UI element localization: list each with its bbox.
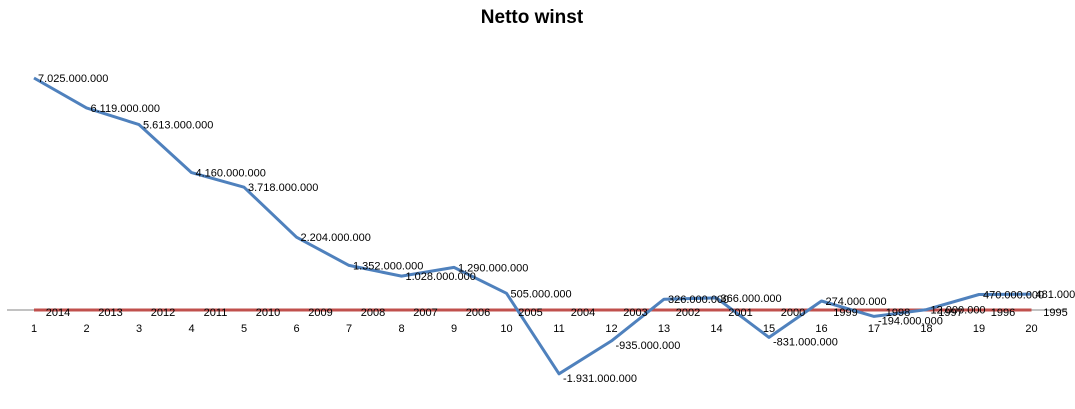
data-label-value: 481.000.000 (1036, 289, 1075, 301)
data-label-value: 7.025.000.000 (38, 73, 108, 85)
x-tick-label: 16 (815, 323, 827, 335)
x-tick-label: 5 (241, 323, 247, 335)
data-label-value: 366.000.000 (721, 293, 782, 305)
data-label-value: 5.613.000.000 (143, 120, 213, 132)
data-label-year: 1998 (886, 307, 910, 319)
data-label-value: 1.290.000.000 (458, 262, 528, 274)
x-tick-label: 20 (1025, 323, 1037, 335)
data-label-year: 2009 (308, 307, 332, 319)
x-tick-label: 12 (605, 323, 617, 335)
data-label-year: 2001 (728, 307, 752, 319)
x-tick-label: 15 (763, 323, 775, 335)
data-label-value: 1.352.000.000 (353, 260, 423, 272)
data-label-value: -831.000.000 (773, 336, 838, 348)
data-label-year: 2013 (98, 307, 122, 319)
x-tick-label: 6 (293, 323, 299, 335)
x-tick-label: 11 (553, 323, 564, 335)
data-label-value: 6.119.000.000 (91, 103, 161, 115)
data-label-year: 2004 (571, 307, 595, 319)
data-label-year: 1996 (991, 307, 1015, 319)
data-label-value: 274.000.000 (826, 296, 887, 308)
data-label-year: 1995 (1043, 307, 1067, 319)
data-label-year: 1997 (938, 307, 962, 319)
x-tick-label: 1 (31, 323, 37, 335)
data-label-value: -194.000.000 (878, 315, 943, 327)
x-tick-label: 2 (83, 323, 89, 335)
x-tick-label: 10 (500, 323, 512, 335)
x-tick-label: 8 (398, 323, 404, 335)
x-tick-label: 18 (920, 323, 932, 335)
data-label-year: 2014 (46, 307, 70, 319)
data-label-value: 2.204.000.000 (301, 232, 371, 244)
data-label-year: 2002 (676, 307, 700, 319)
chart-title: Netto winst (481, 7, 584, 28)
data-label-year: 2010 (256, 307, 280, 319)
data-label-value: 4.160.000.000 (196, 168, 266, 180)
data-label-value: -935.000.000 (616, 340, 681, 352)
data-label-year: 2005 (518, 307, 542, 319)
data-label-value: -1.931.000.000 (563, 373, 637, 385)
data-label-value: 12.000.000 (931, 305, 986, 317)
data-label-value: 3.718.000.000 (248, 182, 318, 194)
data-label-year: 2000 (781, 307, 805, 319)
data-label-year: 1999 (833, 307, 857, 319)
x-tick-label: 19 (973, 323, 985, 335)
data-label-year: 2006 (466, 307, 490, 319)
x-tick-label: 14 (710, 323, 722, 335)
x-tick-label: 4 (188, 323, 194, 335)
data-label-value: 1.028.000.000 (406, 271, 476, 283)
data-label-value: 505.000.000 (511, 288, 572, 300)
data-label-year: 2012 (151, 307, 175, 319)
x-tick-label: 3 (136, 323, 142, 335)
x-tick-label: 13 (658, 323, 670, 335)
data-label-year: 2007 (413, 307, 437, 319)
data-label-value: 326.000.000 (668, 294, 729, 306)
data-label-value: 470.000.000 (983, 290, 1044, 302)
series-line-netto-winst (33, 76, 1032, 376)
x-tick-label: 17 (868, 323, 880, 335)
x-tick-label: 7 (346, 323, 352, 335)
data-label-year: 2003 (623, 307, 647, 319)
data-label-year: 2008 (361, 307, 385, 319)
data-label-year: 2011 (204, 307, 228, 319)
x-tick-label: 9 (451, 323, 457, 335)
